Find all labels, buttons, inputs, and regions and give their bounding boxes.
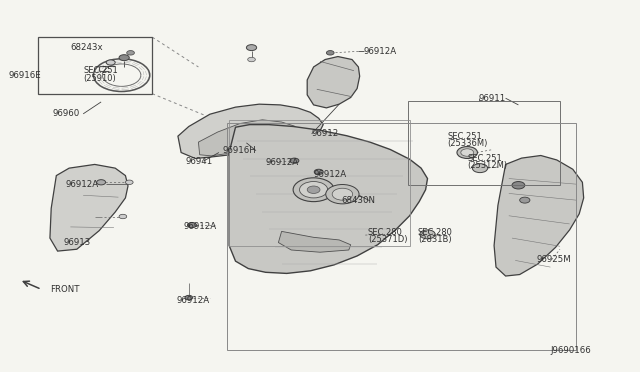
Circle shape	[248, 57, 255, 62]
Text: 96912A: 96912A	[184, 222, 217, 231]
Text: 96913: 96913	[64, 238, 92, 247]
Polygon shape	[494, 155, 584, 276]
Circle shape	[472, 164, 488, 173]
Text: (25910): (25910)	[83, 74, 116, 83]
Text: 96916H: 96916H	[223, 146, 257, 155]
Circle shape	[125, 180, 133, 185]
Text: 96941: 96941	[186, 157, 213, 166]
Bar	[227, 123, 576, 350]
Circle shape	[314, 169, 323, 174]
Circle shape	[106, 60, 115, 65]
Text: (25371D): (25371D)	[368, 235, 408, 244]
Circle shape	[246, 45, 257, 51]
Text: 96912A: 96912A	[177, 296, 210, 305]
Circle shape	[326, 51, 334, 55]
Circle shape	[188, 222, 196, 228]
Text: SEC.251: SEC.251	[447, 132, 482, 141]
Circle shape	[293, 178, 334, 202]
Circle shape	[97, 180, 106, 185]
Text: 96925M: 96925M	[536, 255, 571, 264]
Text: 96912A: 96912A	[314, 170, 347, 179]
Circle shape	[326, 185, 359, 204]
Circle shape	[457, 147, 477, 158]
Circle shape	[512, 182, 525, 189]
Text: 68243x: 68243x	[70, 43, 103, 52]
Text: SEC.251: SEC.251	[467, 154, 502, 163]
Polygon shape	[198, 120, 302, 156]
Circle shape	[461, 149, 474, 156]
Text: 96912A: 96912A	[65, 180, 99, 189]
Text: SEC.280: SEC.280	[368, 228, 403, 237]
Text: SEC.280: SEC.280	[418, 228, 452, 237]
Polygon shape	[50, 164, 128, 251]
Text: 96916E: 96916E	[8, 71, 41, 80]
Text: 96912A: 96912A	[266, 158, 299, 167]
Circle shape	[119, 214, 127, 219]
Text: 96912: 96912	[312, 129, 339, 138]
Text: 96911: 96911	[479, 94, 506, 103]
Bar	[229, 120, 410, 246]
Text: 68430N: 68430N	[341, 196, 375, 205]
Text: SEC.251: SEC.251	[83, 66, 118, 75]
Bar	[408, 101, 560, 185]
Polygon shape	[178, 104, 323, 158]
Text: (25312M): (25312M)	[467, 161, 508, 170]
Circle shape	[420, 230, 435, 239]
Polygon shape	[307, 57, 360, 108]
Polygon shape	[229, 125, 428, 273]
Circle shape	[119, 55, 129, 61]
Bar	[38, 37, 152, 94]
Circle shape	[290, 158, 299, 163]
Circle shape	[185, 295, 193, 300]
Circle shape	[300, 182, 328, 198]
Circle shape	[307, 186, 320, 193]
Circle shape	[127, 51, 134, 55]
Text: FRONT: FRONT	[50, 285, 79, 294]
Text: (25336M): (25336M)	[447, 139, 488, 148]
Circle shape	[332, 188, 353, 200]
Circle shape	[520, 197, 530, 203]
Text: 96960: 96960	[52, 109, 80, 118]
Text: 96912A: 96912A	[364, 47, 397, 56]
Text: (2831B): (2831B)	[418, 235, 452, 244]
Polygon shape	[278, 231, 351, 252]
Text: J9690166: J9690166	[550, 346, 591, 355]
